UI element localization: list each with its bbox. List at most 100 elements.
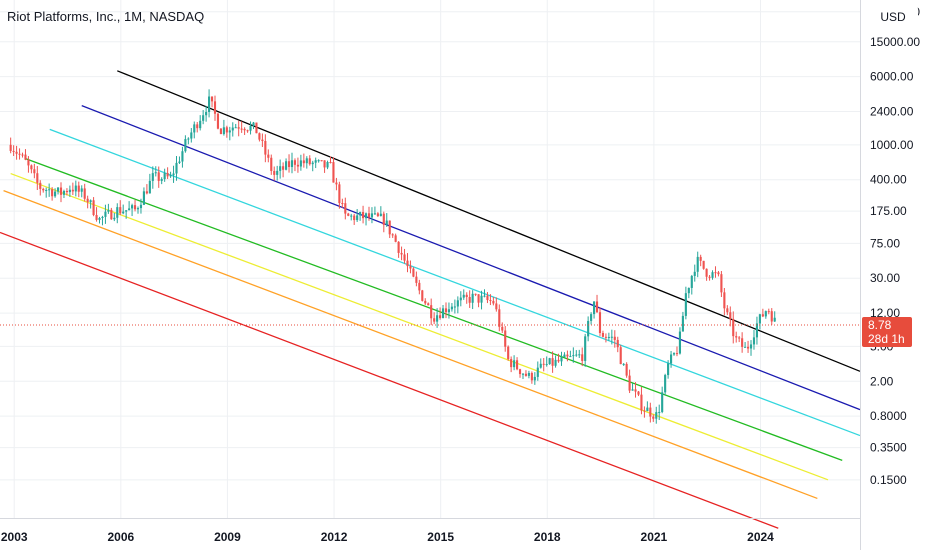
candle-body [735,336,738,338]
candle-body [462,294,465,298]
candle-body [527,372,530,376]
candle-body [95,215,98,220]
candle-body [30,165,33,170]
candle-body [388,220,391,235]
candle-body [344,203,347,214]
candle-body [646,407,649,412]
candle-body [86,198,89,203]
candle-body [181,151,184,162]
chart-title: Riot Platforms, Inc., 1M, NASDAQ [7,9,204,24]
candle-body [151,173,154,181]
candle-body [622,363,625,365]
candle-body [364,213,368,219]
candle-body [699,256,702,261]
y-tick-label: 75.00 [870,236,900,250]
candle-body [397,241,400,253]
axes: 33000.0015000.006000.002400.001000.00400… [0,0,920,550]
candle-body [708,276,711,278]
candle-body [717,272,720,275]
candle-body [74,185,77,192]
candle-body [293,160,297,165]
channel-lines [0,70,861,529]
candle-body [524,373,528,376]
candle-body [21,154,24,156]
candle-body [465,294,468,298]
candle-body [539,363,542,368]
candle-body [80,188,83,192]
candle-body [406,260,409,267]
candle-body [678,331,682,354]
channel-line-4 [24,157,843,462]
candle-body [276,170,279,175]
candle-body [290,160,294,168]
candle-body [98,218,101,220]
candle-body [299,160,302,167]
candle-body [477,294,480,303]
x-tick-label: 2018 [534,530,561,544]
candle-body [436,315,439,322]
currency-selector[interactable]: USD [868,6,918,28]
candle-body [252,122,255,126]
candle-body [178,161,181,163]
candle-body [391,234,394,236]
candle-body [744,346,747,348]
candle-body [196,124,199,129]
candle-body [545,364,548,366]
candle-body [216,113,220,129]
candle-body [409,266,412,269]
candle-body [474,293,477,295]
candle-body [169,175,172,177]
price-tag-countdown: 28d 1h [868,332,905,346]
candle-body [749,344,753,349]
candle-body [542,363,545,365]
candle-body [48,189,51,191]
candle-body [441,308,445,319]
candle-body [273,170,276,175]
candle-body [439,315,442,319]
candle-body [172,173,175,176]
candle-body [264,140,267,155]
candle-body [367,213,371,218]
channel-line-7 [0,231,779,529]
y-tick-label: 15000.00 [870,35,920,49]
candle-body [501,326,504,331]
candle-body [711,272,714,278]
candle-body [359,212,362,216]
candle-body [767,311,770,313]
candle-body [427,303,430,306]
candle-body [370,213,374,218]
x-tick-label: 2009 [214,530,241,544]
candle-body [471,293,474,303]
candle-body [77,185,80,192]
candle-body [504,330,507,347]
candle-body [415,276,418,283]
candle-body [486,295,489,301]
candle-body [326,162,329,168]
candle-body [634,389,637,392]
candle-body [166,173,169,177]
candle-body [219,128,222,135]
candle-body [27,159,30,166]
candle-body [732,318,735,337]
candle-body [619,347,622,365]
candle-body [56,187,60,192]
candle-body [664,375,667,393]
channel-line-6 [3,190,818,500]
candle-body [296,164,299,167]
y-tick-label: 30.00 [870,271,900,285]
candle-body [92,200,95,216]
candle-body [175,162,178,174]
candle-body [726,308,729,313]
candle-body [308,158,311,165]
y-tick-label: 0.1500 [870,473,907,487]
candle-body [741,338,744,347]
candle-body [332,162,335,183]
candle-body [655,412,658,419]
candle-body [142,191,145,205]
y-tick-label: 400.00 [870,173,907,187]
candle-body [681,315,684,332]
candle-body [672,353,676,355]
candle-body [376,213,379,217]
candle-body [720,274,723,293]
